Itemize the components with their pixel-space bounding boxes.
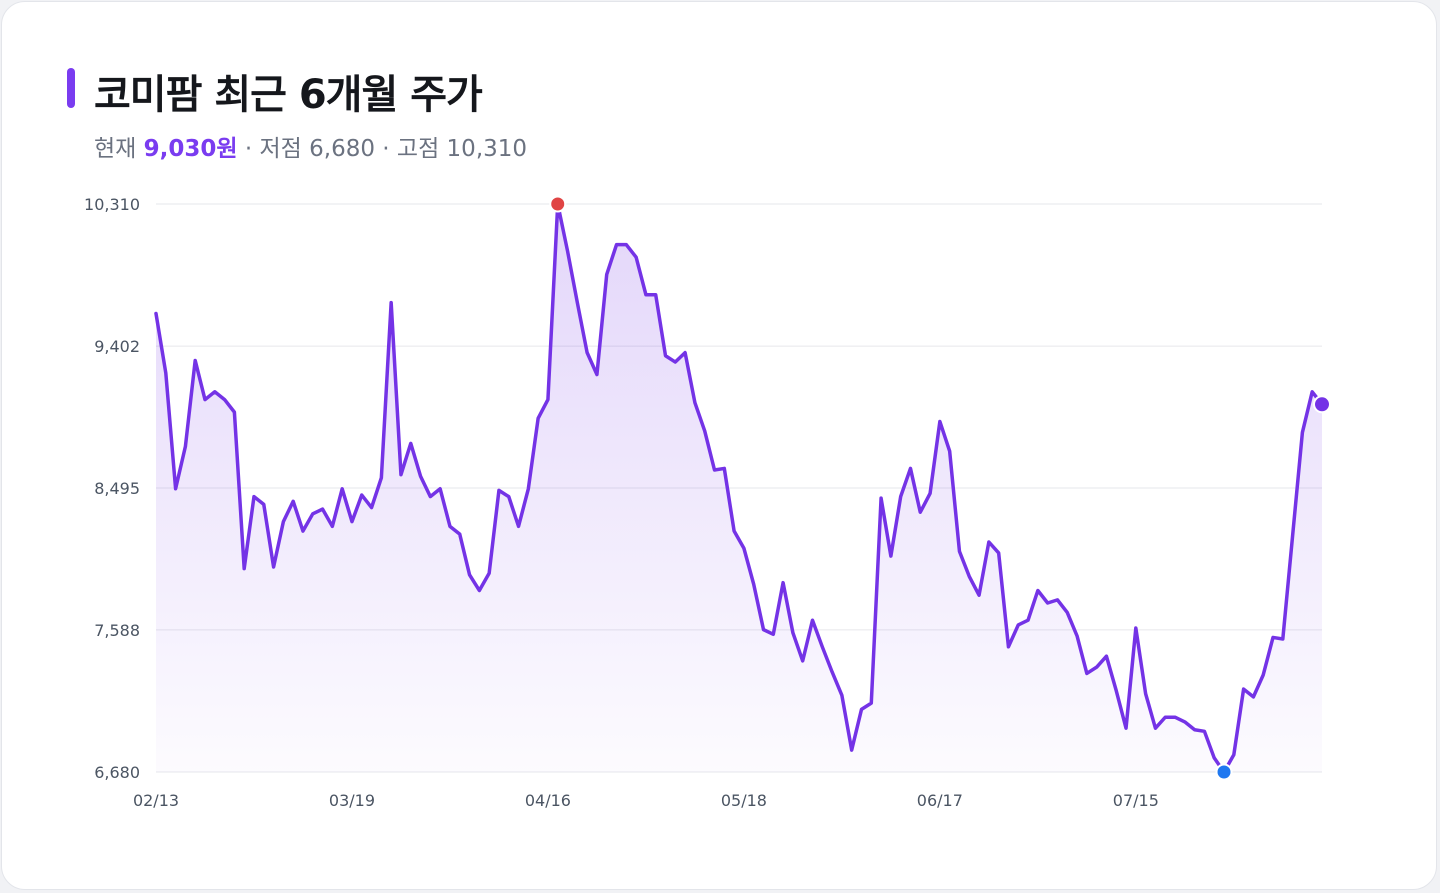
x-tick-label: 06/17 [917, 791, 963, 810]
y-tick-label: 8,495 [94, 479, 140, 498]
price-line [154, 202, 1324, 774]
y-tick-label: 10,310 [84, 195, 140, 214]
chart-title: 코미팜 최근 6개월 주가 [94, 72, 483, 118]
x-tick-label: 07/15 [1113, 791, 1159, 810]
price-area [156, 204, 1322, 772]
x-axis-ticks: 02/13 03/19 04/16 05/18 06/17 07/15 [133, 791, 1159, 810]
y-tick-label: 6,680 [94, 763, 140, 782]
low-price-text: · 저점 6,680 [237, 136, 375, 162]
x-tick-label: 03/19 [329, 791, 375, 810]
y-tick-label: 9,402 [94, 337, 140, 356]
x-tick-label: 05/18 [721, 791, 767, 810]
high-marker [549, 195, 567, 213]
current-marker [1313, 395, 1331, 414]
title-accent-bar [67, 68, 75, 108]
x-tick-label: 04/16 [525, 791, 571, 810]
y-axis-ticks: 6,680 7,588 8,495 9,402 10,310 [84, 195, 140, 782]
current-price: 9,030원 [143, 136, 238, 162]
x-tick-label: 02/13 [133, 791, 179, 810]
chart-subtitle: 현재 9,030원 · 저점 6,680 · 고점 10,310 [94, 129, 527, 163]
point-markers [549, 195, 1331, 781]
low-marker [1215, 763, 1233, 781]
high-price-text: · 고점 10,310 [374, 136, 528, 162]
current-label: 현재 [94, 136, 137, 162]
y-tick-label: 7,588 [94, 621, 140, 640]
